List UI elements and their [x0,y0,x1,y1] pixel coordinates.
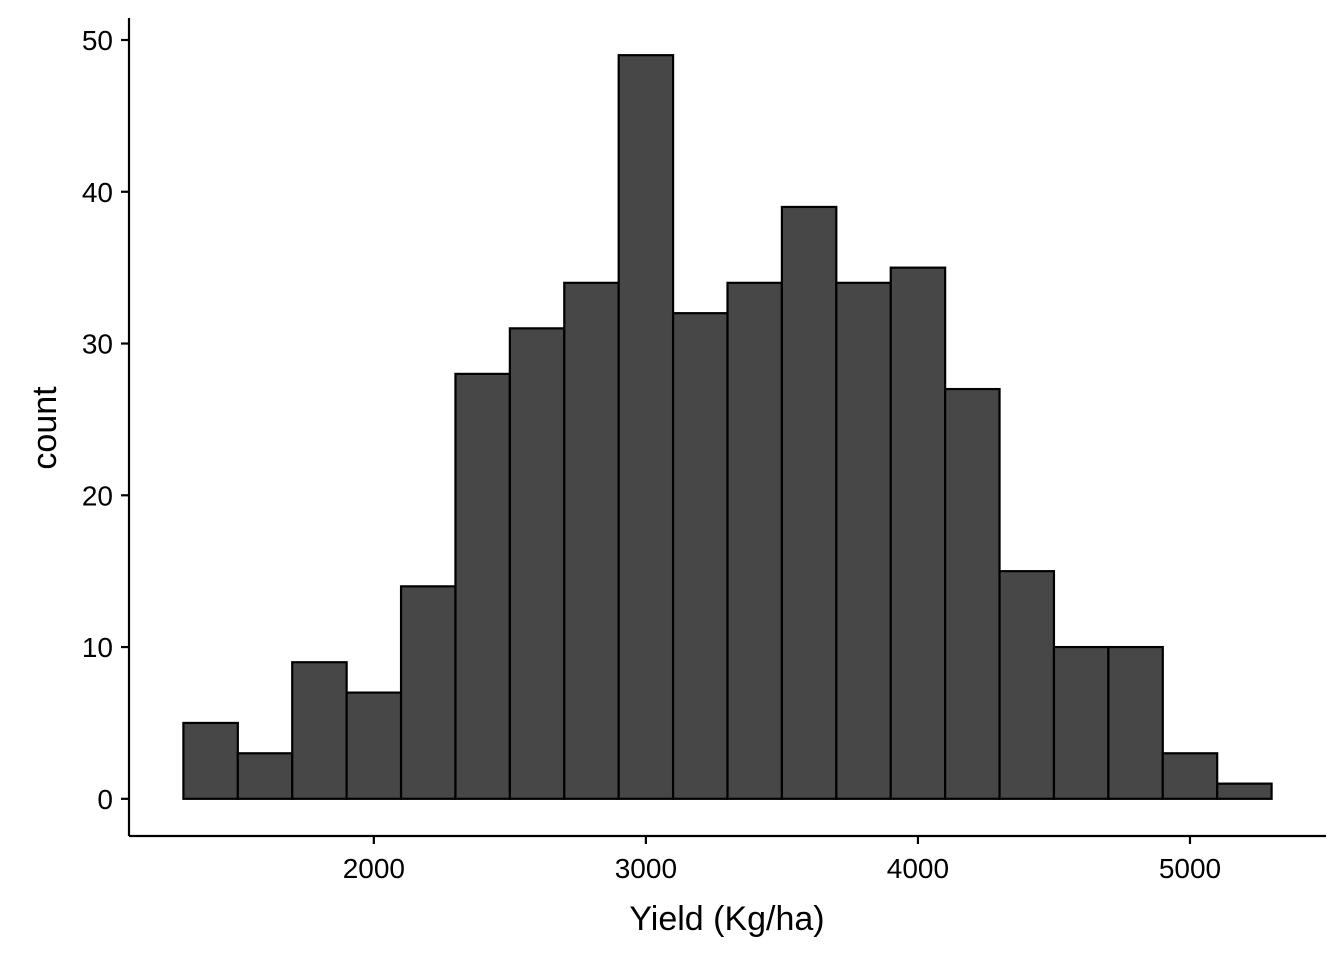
y-tick-label: 40 [82,177,113,208]
histogram-bar-10 [726,281,784,800]
y-axis-title: count [26,386,64,470]
histogram-bar-12 [835,281,892,800]
histogram-bar-8 [617,54,675,800]
y-tick-label: 30 [82,329,113,360]
histogram-bar-6 [508,327,566,800]
y-axis-ticks: 0 10 20 30 40 50 [82,25,129,815]
histogram-bar-13 [889,266,947,800]
histogram-bar-1 [236,752,294,800]
x-axis-ticks: 2000 3000 4000 5000 [343,836,1221,884]
y-tick-label: 0 [97,784,113,815]
histogram-bar-7 [563,281,620,800]
histogram-bar-3 [345,691,403,800]
x-tick-label: 5000 [1159,853,1221,884]
histogram-bar-4 [399,585,457,800]
histogram-bar-15 [998,570,1056,800]
histogram-bar-19 [1216,782,1273,800]
histogram-bar-16 [1052,645,1110,800]
histogram-bar-9 [671,312,729,800]
histogram-bar-0 [182,721,239,800]
histogram-bar-11 [780,205,838,800]
x-tick-label: 3000 [615,853,677,884]
x-tick-label: 2000 [343,853,405,884]
histogram-bar-18 [1161,752,1219,800]
histogram-bar-2 [291,661,348,800]
histogram-bar-14 [944,387,1001,800]
histogram-bar-17 [1107,645,1164,800]
bars-group [182,54,1273,800]
y-tick-label: 10 [82,632,113,663]
y-tick-label: 50 [82,25,113,56]
x-axis-title: Yield (Kg/ha) [629,900,824,938]
histogram-bar-5 [454,372,511,800]
x-tick-label: 4000 [887,853,949,884]
y-tick-label: 20 [82,480,113,511]
